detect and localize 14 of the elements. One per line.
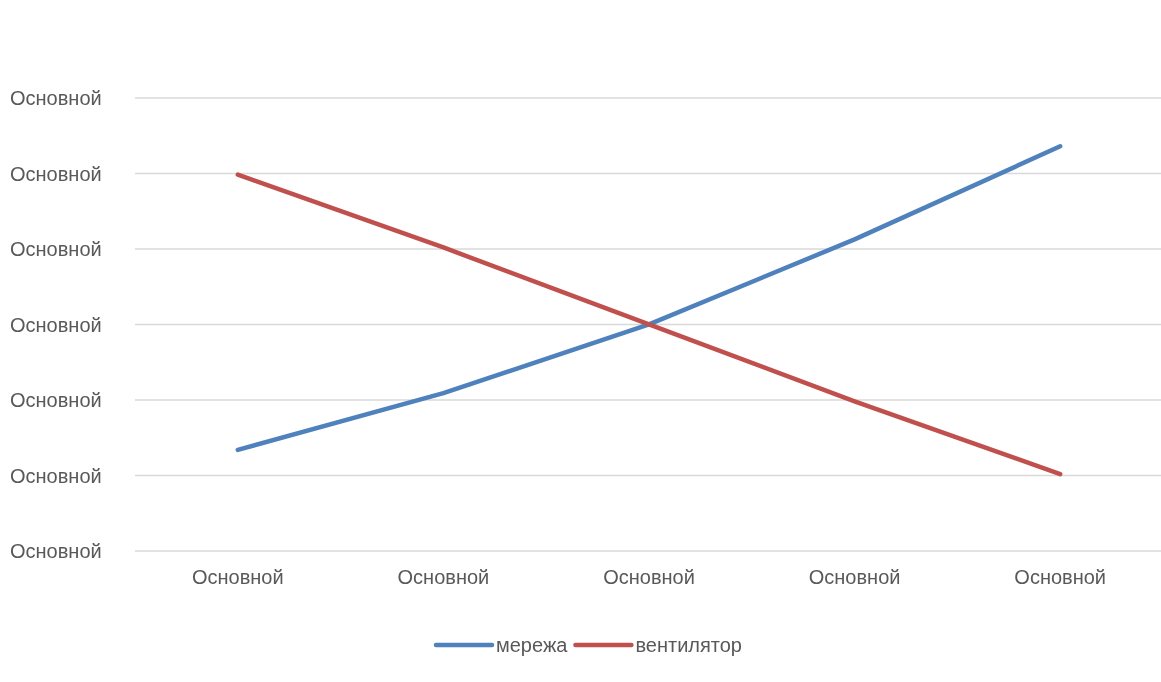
text: Основной xyxy=(10,389,102,411)
text: Основной xyxy=(10,540,102,562)
legend-label: мережа xyxy=(496,634,569,656)
legend-label: вентилятор xyxy=(635,634,742,656)
x-tick-label: Основной xyxy=(397,566,490,588)
text: Основной xyxy=(10,238,102,260)
x-tick-label: Основной xyxy=(191,566,284,588)
x-tick-label: Основной xyxy=(1014,566,1107,588)
x-tick-label: Основной xyxy=(603,566,695,588)
text: Основной xyxy=(10,162,102,185)
text: Основной xyxy=(10,313,102,336)
text: Основной xyxy=(10,464,102,487)
text: Основной xyxy=(10,87,102,109)
x-tick-label: Основной xyxy=(808,566,901,588)
